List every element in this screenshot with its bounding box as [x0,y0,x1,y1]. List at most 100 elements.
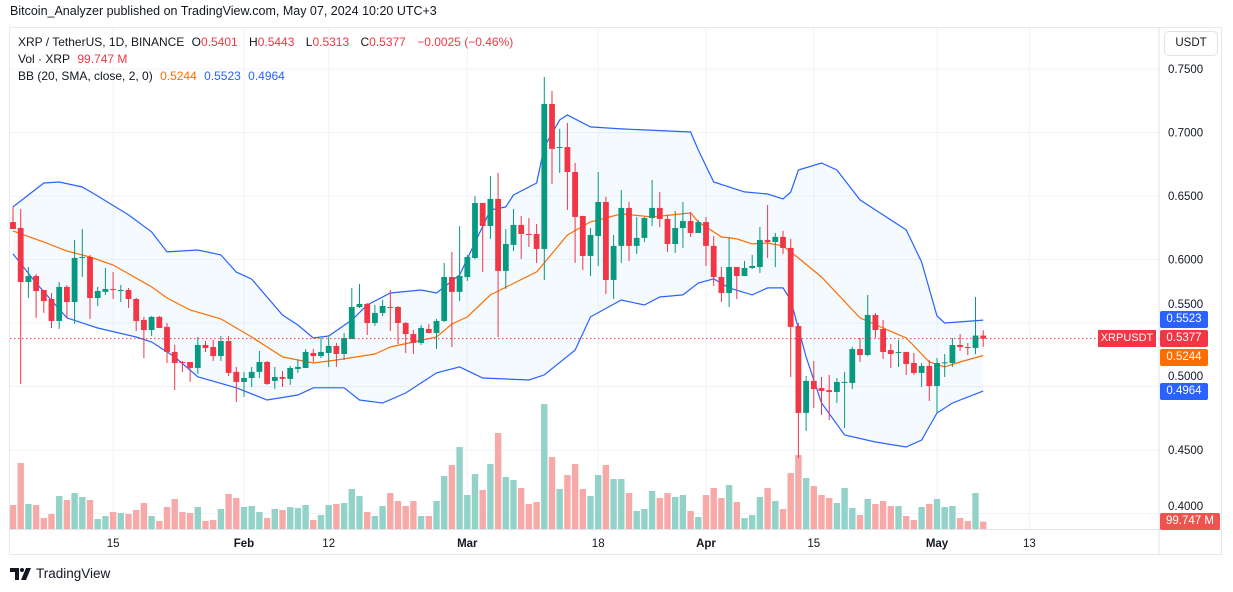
candle-body [603,201,609,280]
candle-body [379,305,386,313]
candle-body [680,221,686,229]
volume-bar [210,520,217,529]
volume-bar [140,503,148,529]
volume-bar [787,473,794,529]
candle-body [741,268,748,277]
volume-bar [625,493,633,529]
candle-body [279,376,286,379]
legend-high: 0.5443 [257,35,295,49]
legend-close-label: C [360,35,370,49]
volume-bar [86,500,94,529]
legend-bb-upper: 0.5523 [204,69,241,83]
candle-body [487,198,494,226]
candle-body [464,256,471,278]
volume-bar [109,512,117,529]
candle-body [649,207,655,218]
candle-body [618,207,625,246]
volume-bar [702,495,710,529]
candle-body [418,327,424,343]
candle-body [934,363,940,386]
price-tick-label: 0.6000 [1168,255,1203,267]
candle-body [664,218,671,245]
candle-body [579,215,586,256]
candle-body [64,286,70,303]
candle-body [918,365,925,373]
time-tick-label: 15 [107,538,120,550]
candle-body [425,328,432,334]
legend-symbol[interactable]: XRP / TetherUS, 1D, BINANCE [18,35,185,49]
currency-selector[interactable]: USDT [1164,31,1218,56]
candle-body [864,314,871,356]
published-caption: Bitcoin_Analyzer published on TradingVie… [10,4,437,18]
volume-bar [641,509,648,529]
volume-bar [679,495,687,529]
legend-bb-label[interactable]: BB (20, SMA, close, 2, 0) [18,69,153,83]
volume-bar [856,515,864,529]
volume-bar [441,476,448,529]
volume-bar [849,508,856,529]
volume-bar [556,489,563,529]
legend-bb-basis: 0.5244 [160,69,197,83]
legend-low: 0.5313 [312,35,350,49]
price-tick-label: 0.7500 [1168,64,1203,76]
volume-bar [48,514,55,529]
volume-bar [256,512,263,529]
footer-brand[interactable]: TradingView [10,566,110,581]
time-axis[interactable]: 15 Feb 12 Mar 18 Apr 15 May 13 [107,538,1036,550]
volume-bar [587,496,594,529]
volume-bar [618,479,625,529]
candle-body [849,349,856,383]
candle-body [541,103,548,249]
volume-bar [125,514,132,529]
last-price-tag: 0.5377 [1160,330,1208,347]
volume-bar [695,517,702,529]
candle-body [495,198,501,271]
price-tick-label: 0.4000 [1168,501,1203,513]
volume-bar [918,507,925,529]
candle-body [372,312,378,323]
volume-bar [294,508,302,529]
bb-basis-tag: 0.5244 [1160,349,1208,366]
volume-bar [287,507,294,529]
volume-bar [217,509,225,529]
volume-bar [525,504,533,529]
candle-body [218,341,224,357]
candle-body [179,361,186,364]
candle-body [302,351,309,368]
candle-body [164,326,170,352]
volume-bar [656,498,663,529]
volume-bar [479,490,486,529]
candle-body [549,103,555,149]
volume-bar [263,518,271,529]
candle-body [695,222,702,233]
candle-body [17,228,24,282]
candle-body [510,224,517,245]
volume-bar [225,494,232,529]
price-tick-label: 0.6500 [1168,191,1203,203]
candle-body [94,290,101,298]
candle-body [79,256,86,258]
legend-volume-label[interactable]: Vol · XRP [18,52,71,66]
candle-body [33,276,39,291]
candle-body [533,233,540,249]
candle-body [233,371,240,382]
legend-open: 0.5401 [200,35,238,49]
candle-body [325,345,332,353]
tradingview-logo-icon [10,567,31,580]
volume-bar [494,433,502,529]
volume-bar [864,499,871,529]
volume-bar [672,497,679,529]
volume-bar [156,520,163,529]
time-tick-label: 15 [807,538,820,550]
candle-body [156,316,163,328]
candle-body [641,217,648,238]
volume-bar [733,502,740,529]
candle-body [194,344,201,368]
candle-body [387,306,394,308]
price-axis[interactable]: 0.4000 0.4500 0.5000 0.5500 0.6000 0.6500 0.70… [1168,64,1203,513]
candle-body [834,381,840,392]
volume-bar [302,505,309,529]
time-tick-label: 18 [592,538,605,550]
bb-basis-line [12,212,984,368]
